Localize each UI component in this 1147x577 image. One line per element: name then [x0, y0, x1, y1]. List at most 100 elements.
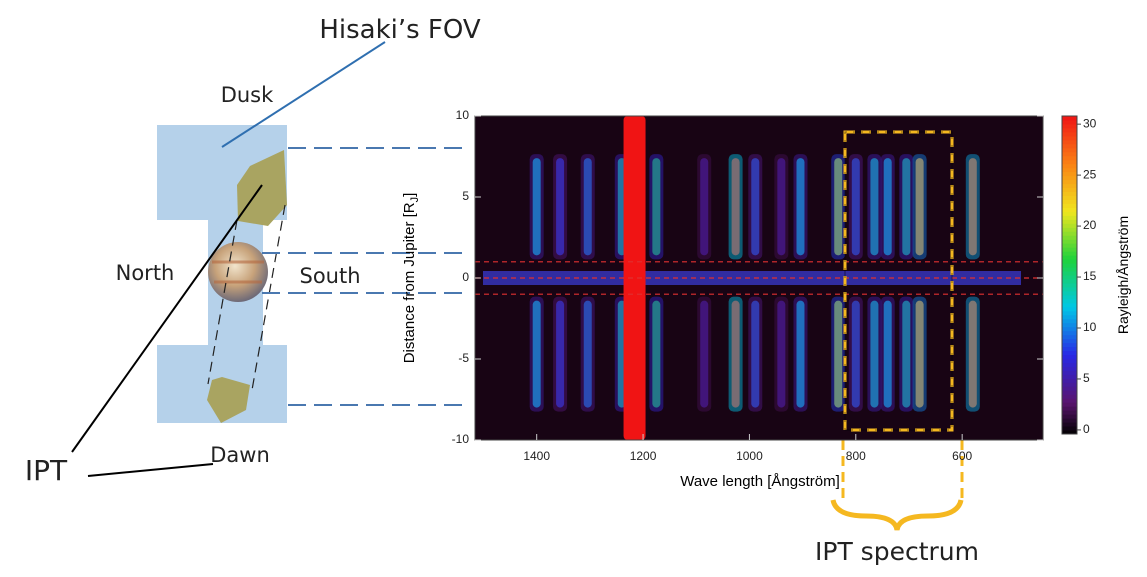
jupiter-diagram: Hisaki’s FOV Dusk North South Dawn IPT — [25, 15, 481, 487]
emission-band — [851, 300, 860, 408]
y-axis-label-text: Distance from Jupiter [R — [401, 202, 418, 363]
emission-halo — [867, 154, 882, 260]
colorbar-segment — [1062, 155, 1077, 161]
colorbar-segment — [1062, 147, 1077, 153]
colorbar-segment — [1062, 310, 1077, 316]
colorbar-segment — [1062, 179, 1077, 185]
colorbar-segment — [1062, 223, 1077, 228]
colorbar-segment — [1062, 282, 1077, 288]
colorbar-segment — [1062, 290, 1077, 296]
emission-halo — [831, 296, 846, 412]
emission-halo — [580, 296, 595, 412]
colorbar-segment — [1062, 402, 1077, 407]
colorbar-segment — [1062, 294, 1077, 300]
north-label: North — [116, 261, 175, 285]
colorbar-segment — [1062, 239, 1077, 244]
emission-halo — [965, 296, 980, 412]
emission-band — [851, 158, 860, 256]
colorbar-segment — [1062, 127, 1077, 133]
colorbar-segment — [1062, 135, 1077, 141]
colorbar-segment — [1062, 131, 1077, 137]
emission-band — [751, 158, 760, 256]
y-axis-label: Distance from Jupiter [RJ] — [401, 193, 421, 364]
colorbar-tick-label: 15 — [1083, 269, 1097, 283]
colorbar-tick-label: 0 — [1083, 422, 1090, 436]
spectrogram — [475, 116, 1043, 440]
colorbar-segment — [1062, 414, 1077, 419]
colorbar-segment — [1062, 215, 1077, 220]
colorbar-segment — [1062, 430, 1077, 435]
emission-halo — [899, 296, 914, 412]
colorbar-label: Rayleigh/Ångström — [1115, 216, 1131, 334]
colorbar-segment — [1062, 374, 1077, 379]
colorbar-segment — [1062, 255, 1077, 260]
colorbar-segment — [1062, 163, 1077, 169]
emission-halo — [880, 296, 895, 412]
ipt-label: IPT — [25, 454, 68, 487]
emission-halo — [728, 296, 743, 412]
colorbar-segment — [1062, 203, 1077, 208]
colorbar-segment — [1062, 370, 1077, 375]
x-tick-label: 1200 — [630, 449, 657, 463]
colorbar-segment — [1062, 326, 1077, 332]
colorbar-segment — [1062, 346, 1077, 352]
colorbar-segment — [1062, 231, 1077, 236]
colorbar-tick-label: 25 — [1083, 167, 1097, 181]
colorbar-segment — [1062, 227, 1077, 232]
y-axis-label-sub: J — [409, 197, 421, 203]
emission-halo — [529, 296, 544, 412]
colorbar-segment — [1062, 398, 1077, 403]
emission-band — [556, 158, 565, 256]
emission-band — [731, 158, 740, 256]
colorbar-segment — [1062, 151, 1077, 157]
y-tick-label: 0 — [462, 270, 469, 284]
colorbar-tick-label: 20 — [1083, 218, 1097, 232]
ipt-top — [237, 150, 287, 226]
y-tick-label: -5 — [458, 351, 469, 365]
emission-band — [583, 158, 592, 256]
fov-pointer — [221, 41, 386, 148]
emission-band — [834, 158, 843, 256]
colorbar-segment — [1062, 390, 1077, 395]
y-axis-label-end: ] — [401, 193, 418, 197]
fov-label: Hisaki’s FOV — [319, 15, 481, 45]
colorbar-segment — [1062, 119, 1077, 125]
emission-band — [870, 158, 879, 256]
colorbar-segment — [1062, 362, 1077, 367]
colorbar-segment — [1062, 298, 1077, 304]
emission-halo — [867, 296, 882, 412]
y-tick-label: 5 — [462, 189, 469, 203]
colorbar-segment — [1062, 123, 1077, 129]
emission-band — [532, 300, 541, 408]
projection-lines — [262, 147, 470, 406]
jupiter-bands — [212, 260, 264, 284]
colorbar-segment — [1062, 116, 1077, 121]
emission-band — [652, 300, 661, 408]
emission-band — [731, 300, 740, 408]
colorbar-segment — [1062, 422, 1077, 427]
colorbar-segment — [1062, 183, 1077, 189]
torus-emission — [483, 271, 1021, 285]
x-tick-label: 800 — [846, 449, 866, 463]
emission-band — [556, 300, 565, 408]
colorbar-segment — [1062, 358, 1077, 363]
colorbar-segment — [1062, 318, 1077, 324]
emission-halo — [774, 154, 789, 260]
colorbar-tick-label: 5 — [1083, 371, 1090, 385]
emission-halo — [728, 154, 743, 260]
fov-outline — [207, 204, 286, 391]
colorbar-segment — [1062, 195, 1077, 200]
colorbar-segment — [1062, 243, 1077, 248]
ipt-pointer — [71, 184, 263, 453]
emission-halo — [793, 296, 808, 412]
colorbar-segment — [1062, 386, 1077, 391]
colorbar-segment — [1062, 366, 1077, 371]
emission-halo — [553, 296, 568, 412]
colorbar-segment — [1062, 275, 1077, 280]
x-tick-label: 1400 — [523, 449, 550, 463]
ipt-spectrum-label: IPT spectrum — [815, 537, 979, 566]
colorbar-segment — [1062, 378, 1077, 383]
colorbar-segment — [1062, 235, 1077, 240]
colorbar-segment — [1062, 286, 1077, 292]
emission-band — [915, 158, 924, 256]
